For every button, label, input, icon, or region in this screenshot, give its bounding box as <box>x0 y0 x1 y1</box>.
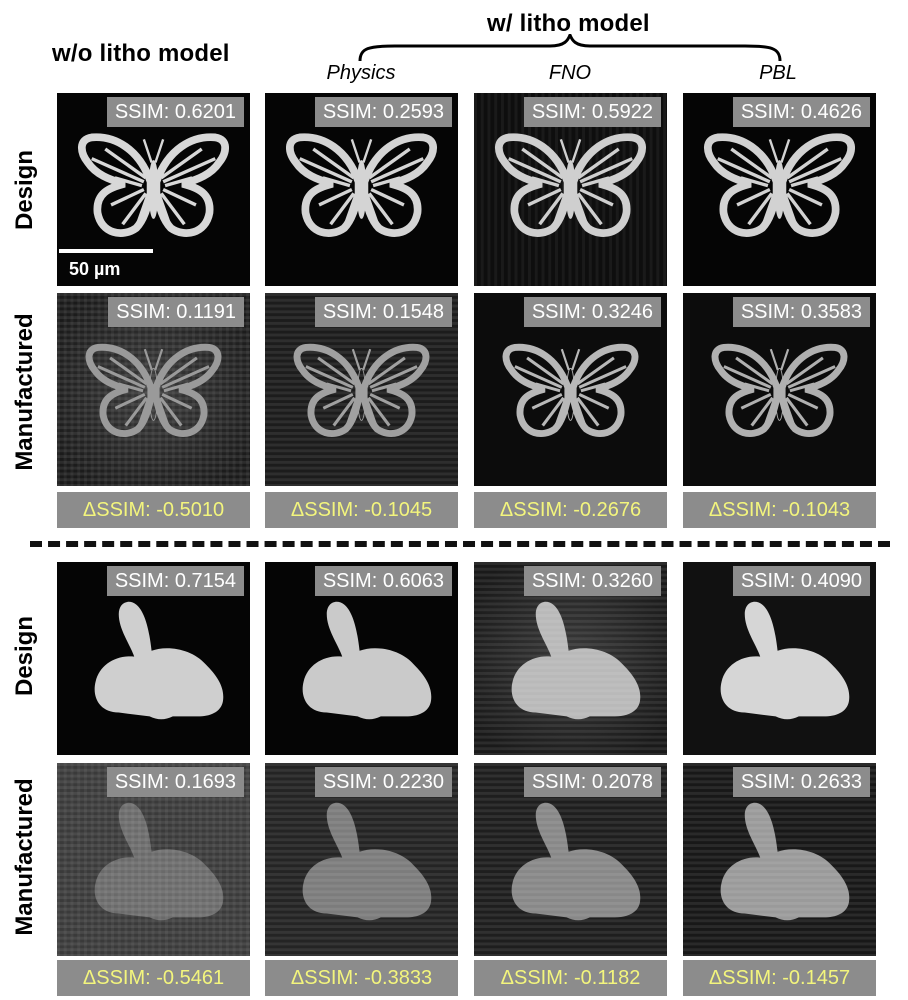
delta-ssim-label: ΔSSIM: -0.1182 <box>474 960 667 996</box>
image-panel-bunny-manufactured-pbl: SSIM: 0.2633 <box>683 763 876 956</box>
scale-bar-label: 50 µm <box>69 259 121 279</box>
image-panel-butterfly-design-fno: SSIM: 0.5922 <box>474 93 667 286</box>
ssim-label: SSIM: 0.2633 <box>732 767 870 797</box>
ssim-label: SSIM: 0.2593 <box>314 97 452 127</box>
column-label-physics: Physics <box>326 62 396 84</box>
image-panel-bunny-manufactured-physics: SSIM: 0.2230 <box>265 763 458 956</box>
ssim-label: SSIM: 0.2078 <box>523 767 661 797</box>
delta-ssim-label: ΔSSIM: -0.3833 <box>265 960 458 996</box>
image-panel-bunny-design-physics: SSIM: 0.6063 <box>265 562 458 755</box>
ssim-label: SSIM: 0.7154 <box>106 566 244 596</box>
ssim-label: SSIM: 0.6063 <box>314 566 452 596</box>
ssim-label: SSIM: 0.3583 <box>732 297 870 327</box>
image-panel-butterfly-design-pbl: SSIM: 0.4626 <box>683 93 876 286</box>
delta-ssim-label: ΔSSIM: -0.5461 <box>57 960 250 996</box>
image-panel-butterfly-design-physics: SSIM: 0.2593 <box>265 93 458 286</box>
row-label-manufactured-top: Manufactured <box>11 313 38 471</box>
image-panel-butterfly-manufactured-baseline: SSIM: 0.1191 <box>57 293 250 486</box>
ssim-label: SSIM: 0.1693 <box>106 767 244 797</box>
delta-ssim-label: ΔSSIM: -0.5010 <box>57 492 250 528</box>
ssim-label: SSIM: 0.5922 <box>523 97 661 127</box>
delta-ssim-label: ΔSSIM: -0.2676 <box>474 492 667 528</box>
image-panel-butterfly-manufactured-physics: SSIM: 0.1548 <box>265 293 458 486</box>
row-label-design-bottom: Design <box>11 615 38 697</box>
delta-ssim-label: ΔSSIM: -0.1457 <box>683 960 876 996</box>
image-panel-bunny-design-pbl: SSIM: 0.4090 <box>683 562 876 755</box>
delta-ssim-label: ΔSSIM: -0.1043 <box>683 492 876 528</box>
scale-bar <box>59 249 153 253</box>
image-panel-butterfly-manufactured-fno: SSIM: 0.3246 <box>474 293 667 486</box>
ssim-label: SSIM: 0.2230 <box>314 767 452 797</box>
image-panel-bunny-design-baseline: SSIM: 0.7154 <box>57 562 250 755</box>
ssim-label: SSIM: 0.4626 <box>732 97 870 127</box>
image-panel-bunny-design-fno: SSIM: 0.3260 <box>474 562 667 755</box>
section-divider <box>30 541 890 547</box>
column-label-pbl: PBL <box>759 62 797 84</box>
header-brace <box>358 34 782 62</box>
ssim-label: SSIM: 0.1191 <box>108 297 244 327</box>
column-label-fno: FNO <box>548 62 592 84</box>
header-without-model: w/o litho model <box>52 40 230 67</box>
delta-ssim-label: ΔSSIM: -0.1045 <box>265 492 458 528</box>
ssim-label: SSIM: 0.4090 <box>732 566 870 596</box>
ssim-label: SSIM: 0.3246 <box>523 297 661 327</box>
ssim-label: SSIM: 0.6201 <box>106 97 244 127</box>
header-with-model: w/ litho model <box>487 10 650 37</box>
image-panel-butterfly-design-baseline: SSIM: 0.6201 50 µm <box>57 93 250 286</box>
row-label-manufactured-bottom: Manufactured <box>11 778 38 936</box>
image-panel-bunny-manufactured-baseline: SSIM: 0.1693 <box>57 763 250 956</box>
image-panel-butterfly-manufactured-pbl: SSIM: 0.3583 <box>683 293 876 486</box>
row-label-design-top: Design <box>11 149 38 231</box>
ssim-label: SSIM: 0.1548 <box>314 297 452 327</box>
image-panel-bunny-manufactured-fno: SSIM: 0.2078 <box>474 763 667 956</box>
ssim-label: SSIM: 0.3260 <box>523 566 661 596</box>
